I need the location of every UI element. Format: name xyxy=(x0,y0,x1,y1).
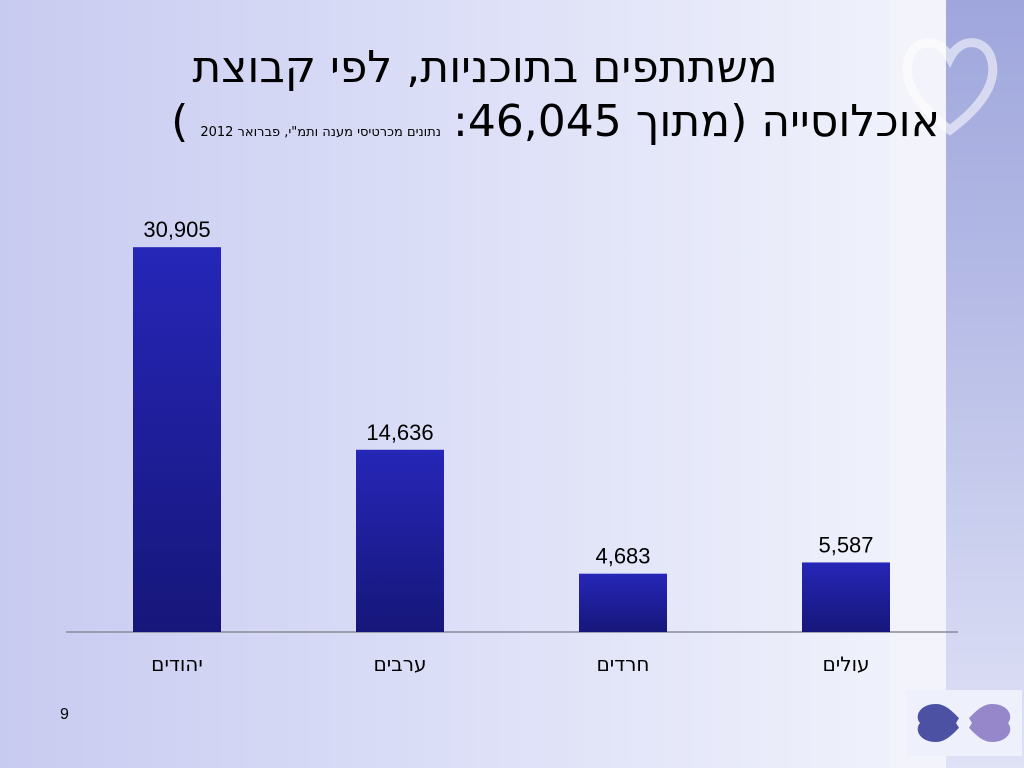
x-tick-label: עולים xyxy=(822,652,869,676)
bar xyxy=(579,573,667,632)
title-source-note: נתונים מכרטיסי מענה ותמ"י, פברואר 2012 xyxy=(200,125,441,140)
bar xyxy=(356,449,444,632)
right-panel xyxy=(890,0,946,768)
page-number: 9 xyxy=(60,706,69,723)
slide-title: משתתפים בתוכניות, לפי קבוצת xyxy=(20,38,950,98)
title-line-1: משתתפים בתוכניות, לפי קבוצת xyxy=(192,42,778,93)
data-label: 30,905 xyxy=(143,217,210,242)
x-tick-label: חרדים xyxy=(596,652,649,676)
x-tick-label: ערבים xyxy=(373,652,426,676)
data-label: 4,683 xyxy=(595,544,650,569)
bar xyxy=(802,562,890,632)
data-label: 5,587 xyxy=(818,532,873,557)
bar xyxy=(133,247,221,632)
title-closing-paren: ) xyxy=(171,96,189,147)
organization-logo xyxy=(906,690,1022,756)
title-line-2-main: אוכלוסייה (מתוך 46,045: xyxy=(452,96,940,147)
heart-watermark-icon xyxy=(902,38,998,136)
data-label: 14,636 xyxy=(366,420,433,445)
title-line-2: אוכלוסייה (מתוך 46,045: נתונים מכרטיסי מע… xyxy=(30,96,940,147)
x-tick-label: יהודים xyxy=(151,652,203,676)
